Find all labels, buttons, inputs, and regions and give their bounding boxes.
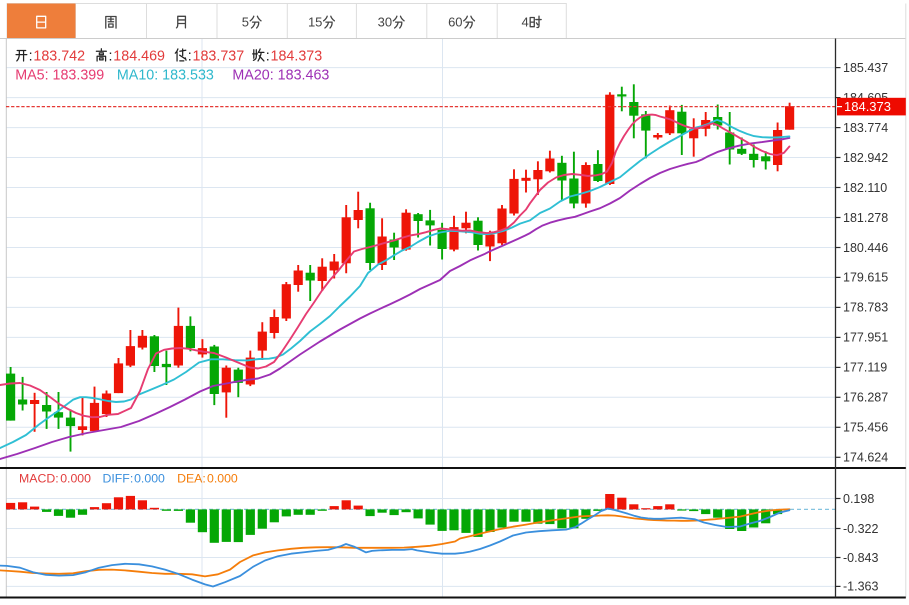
svg-text:6: 6 (448, 15, 455, 30)
svg-text:-1.363: -1.363 (843, 580, 878, 594)
svg-text:DEA:: DEA: (177, 472, 206, 486)
svg-text:183.737: 183.737 (193, 49, 245, 65)
svg-text:0.000: 0.000 (60, 472, 91, 486)
svg-text:179.615: 179.615 (843, 271, 888, 285)
svg-text::: : (29, 49, 33, 65)
svg-text:MA10: 183.533: MA10: 183.533 (117, 68, 214, 84)
svg-text:0.198: 0.198 (843, 492, 874, 506)
svg-text:184.469: 184.469 (113, 49, 165, 65)
svg-text:177.951: 177.951 (843, 331, 888, 345)
svg-text:184.373: 184.373 (844, 99, 891, 114)
svg-text:174.624: 174.624 (843, 451, 888, 465)
svg-text:178.783: 178.783 (843, 301, 888, 315)
svg-text:4: 4 (521, 15, 528, 30)
svg-text:0.000: 0.000 (134, 472, 165, 486)
svg-text:MA5: 183.399: MA5: 183.399 (15, 68, 104, 84)
svg-text:184.373: 184.373 (271, 49, 323, 65)
svg-text:182.942: 182.942 (843, 151, 888, 165)
svg-text:DIFF:: DIFF: (103, 472, 134, 486)
svg-text:0: 0 (455, 15, 462, 30)
svg-text:176.287: 176.287 (843, 391, 888, 405)
svg-text:0: 0 (385, 15, 392, 30)
svg-text:-0.843: -0.843 (843, 551, 878, 565)
svg-text:181.278: 181.278 (843, 211, 888, 225)
svg-text:175.456: 175.456 (843, 421, 888, 435)
svg-text:MA20: 183.463: MA20: 183.463 (232, 68, 329, 84)
svg-text:177.119: 177.119 (843, 361, 887, 375)
svg-text:183.774: 183.774 (843, 121, 888, 135)
svg-text:182.110: 182.110 (843, 181, 887, 195)
svg-text:1: 1 (308, 15, 315, 30)
svg-text:5: 5 (242, 15, 249, 30)
svg-text:0.000: 0.000 (207, 472, 238, 486)
svg-text:185.437: 185.437 (843, 61, 888, 75)
svg-text:180.446: 180.446 (843, 241, 888, 255)
svg-text:MACD:: MACD: (19, 472, 59, 486)
svg-text::: : (188, 49, 192, 65)
svg-text::: : (266, 49, 270, 65)
svg-text:183.742: 183.742 (33, 49, 85, 65)
svg-text:3: 3 (378, 15, 385, 30)
svg-text::: : (109, 49, 113, 65)
svg-text:-0.322: -0.322 (843, 522, 878, 536)
svg-text:5: 5 (315, 15, 322, 30)
